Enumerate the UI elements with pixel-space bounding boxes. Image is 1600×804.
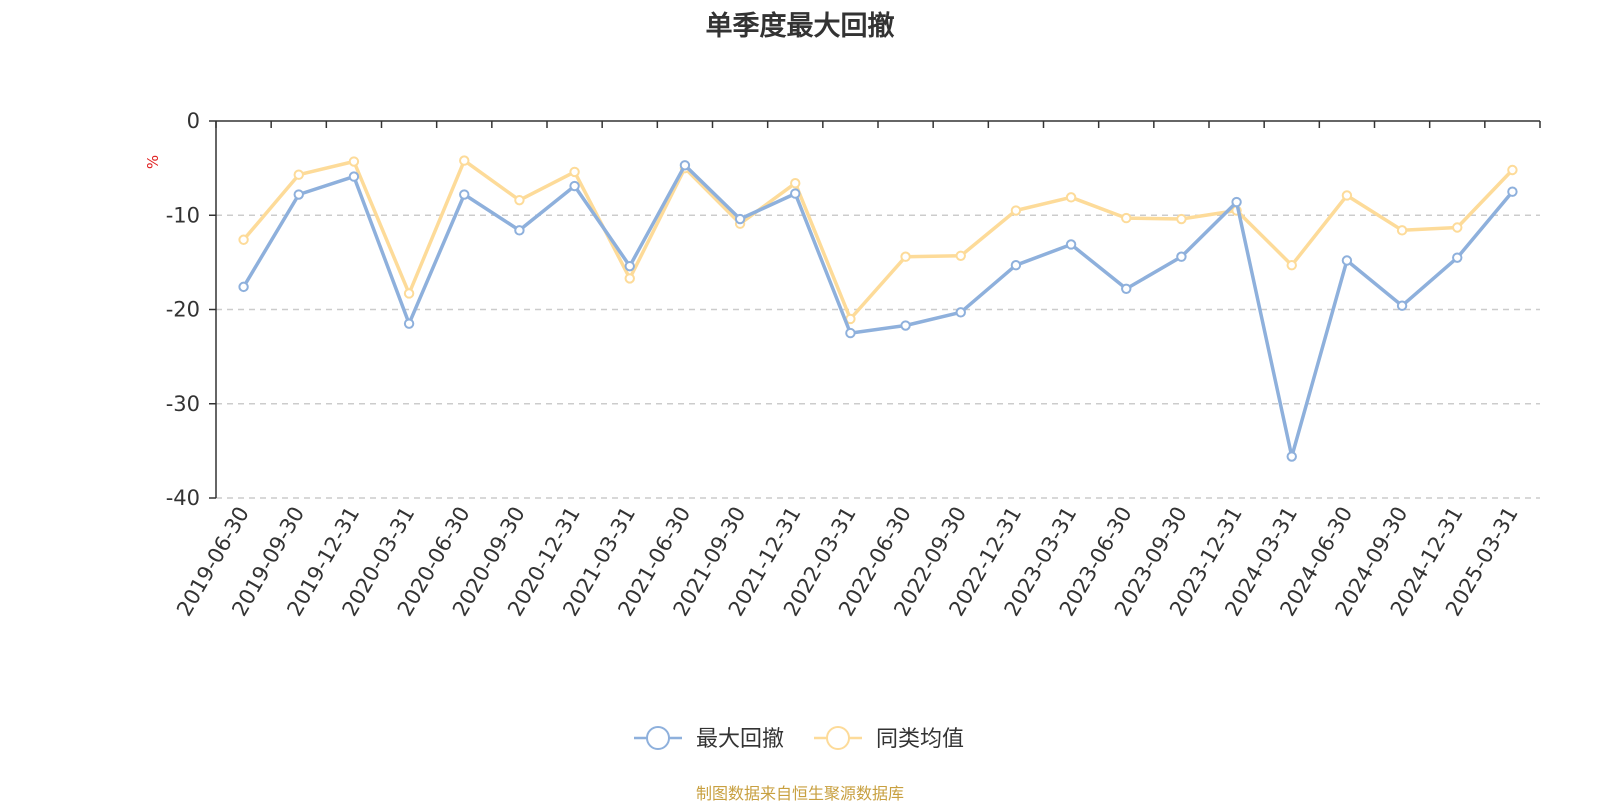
data-point	[624, 260, 635, 272]
x-axis-ticks: 2019-06-302019-09-302019-12-312020-03-31…	[172, 502, 1523, 620]
data-point	[1231, 196, 1242, 208]
y-tick-label: -30	[166, 392, 200, 416]
data-point	[348, 171, 360, 182]
data-point	[1452, 222, 1463, 233]
data-point	[459, 189, 470, 200]
legend-item-peer-average: 同类均值	[814, 726, 964, 752]
axes	[209, 120, 1541, 499]
data-point	[238, 234, 249, 245]
legend-label: 最大回撤	[696, 727, 784, 752]
legend-marker	[646, 726, 670, 750]
data-point	[1507, 164, 1518, 176]
series-line	[242, 163, 1514, 459]
data-point	[1396, 300, 1408, 311]
data-point	[1286, 451, 1297, 462]
data-point	[1010, 260, 1022, 271]
data-point	[900, 251, 911, 262]
data-point	[955, 250, 966, 261]
data-point	[569, 166, 580, 178]
legend-label: 同类均值	[876, 727, 964, 752]
data-point	[1010, 205, 1022, 216]
y-axis-unit: %	[144, 155, 162, 169]
data-point	[1121, 212, 1132, 224]
data-point	[293, 169, 304, 180]
data-point	[514, 194, 525, 206]
data-point	[1341, 190, 1353, 201]
data-point	[734, 213, 746, 225]
chart-title: 单季度最大回撤	[705, 11, 895, 42]
data-point	[1065, 239, 1077, 250]
data-point	[1176, 251, 1187, 262]
data-point	[1176, 213, 1187, 225]
y-axis-ticks: 0 -10 -20 -30 -40	[166, 109, 200, 510]
data-point	[955, 307, 966, 318]
data-point	[293, 189, 304, 200]
data-point	[679, 160, 691, 171]
data-point	[459, 155, 470, 166]
data-point	[845, 327, 856, 339]
data-point	[403, 318, 415, 329]
data-point	[1121, 283, 1132, 294]
data-point	[1507, 186, 1518, 197]
y-tick-label: -10	[166, 203, 200, 227]
data-point	[790, 188, 801, 199]
data-point	[1065, 192, 1077, 203]
data-point	[238, 281, 249, 293]
legend-marker	[826, 726, 850, 750]
data-point	[348, 156, 360, 167]
data-point	[1396, 225, 1408, 236]
y-tick-label: -40	[166, 486, 200, 510]
data-point	[1341, 255, 1353, 266]
data-point	[569, 180, 580, 192]
data-point	[514, 225, 525, 236]
legend-item-max-drawdown: 最大回撤	[634, 726, 784, 752]
legend: 最大回撤 同类均值	[634, 726, 964, 752]
grid-lines	[216, 214, 1540, 499]
series-peer-average	[238, 155, 1518, 325]
data-point	[1286, 260, 1297, 271]
source-note: 制图数据来自恒生聚源数据库	[695, 784, 904, 803]
data-point	[900, 320, 911, 331]
data-point	[1452, 252, 1463, 263]
y-tick-label: 0	[187, 109, 200, 133]
y-tick-label: -20	[166, 298, 200, 322]
series-line	[242, 158, 1514, 321]
data-point	[790, 178, 801, 189]
series-max-drawdown	[238, 160, 1518, 462]
series-group	[238, 155, 1518, 462]
data-point	[624, 273, 635, 284]
data-point	[403, 288, 415, 299]
